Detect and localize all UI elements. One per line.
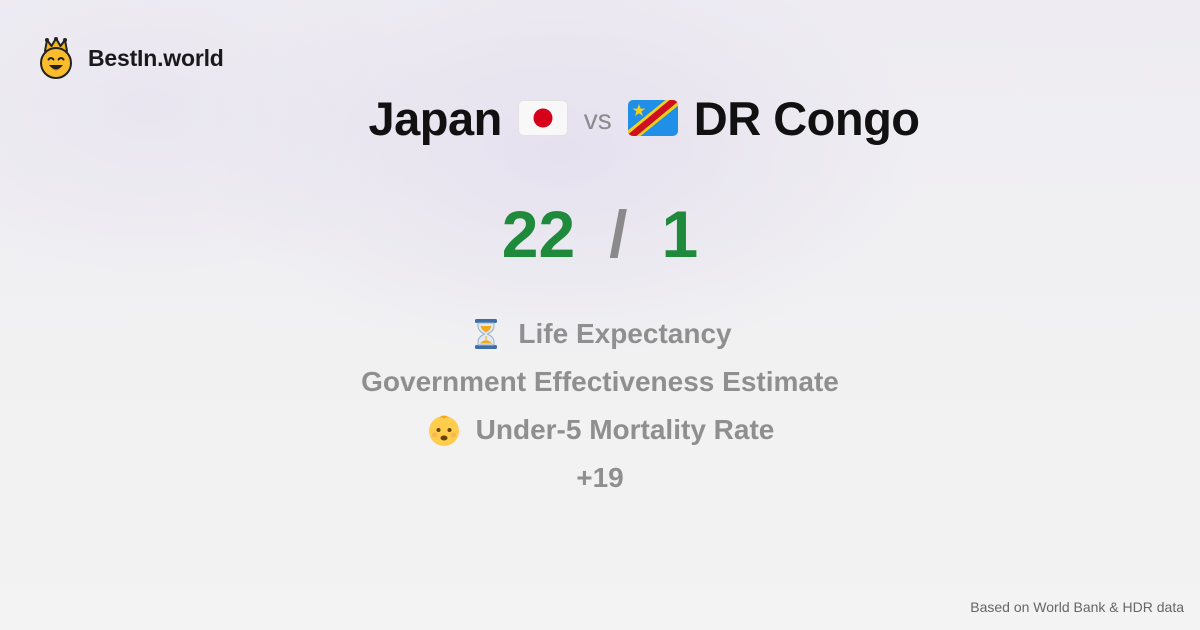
metric-list: Life Expectancy Government Effectiveness…: [0, 310, 1200, 502]
metric-label: Government Effectiveness Estimate: [361, 366, 839, 397]
score: 22 / 1: [0, 192, 1200, 276]
baby-icon: [428, 415, 459, 446]
metric-item: Government Effectiveness Estimate: [361, 358, 839, 406]
brand[interactable]: BestIn.world: [38, 36, 224, 80]
metric-item: Life Expectancy: [468, 310, 732, 358]
comparison-title: Japan vs DR Congo: [0, 86, 1200, 150]
metric-item: Under-5 Mortality Rate: [426, 406, 775, 454]
metric-label: Life Expectancy: [518, 318, 732, 349]
left-country-name: Japan: [368, 91, 502, 145]
data-source-note: Based on World Bank & HDR data: [970, 599, 1184, 615]
vs-label: vs: [583, 104, 612, 135]
right-score: 1: [661, 197, 699, 271]
brand-name: BestIn.world: [88, 44, 224, 71]
left-score: 22: [501, 197, 576, 271]
score-separator: /: [609, 197, 628, 271]
hourglass-icon: [475, 319, 498, 349]
right-country-name: DR Congo: [693, 91, 920, 145]
dr-congo-flag-icon: [627, 100, 678, 136]
more-metrics-count: +19: [576, 462, 624, 493]
metric-label: Under-5 Mortality Rate: [475, 414, 775, 445]
crown-smiley-icon: [40, 37, 72, 79]
japan-flag-icon: [517, 100, 568, 136]
